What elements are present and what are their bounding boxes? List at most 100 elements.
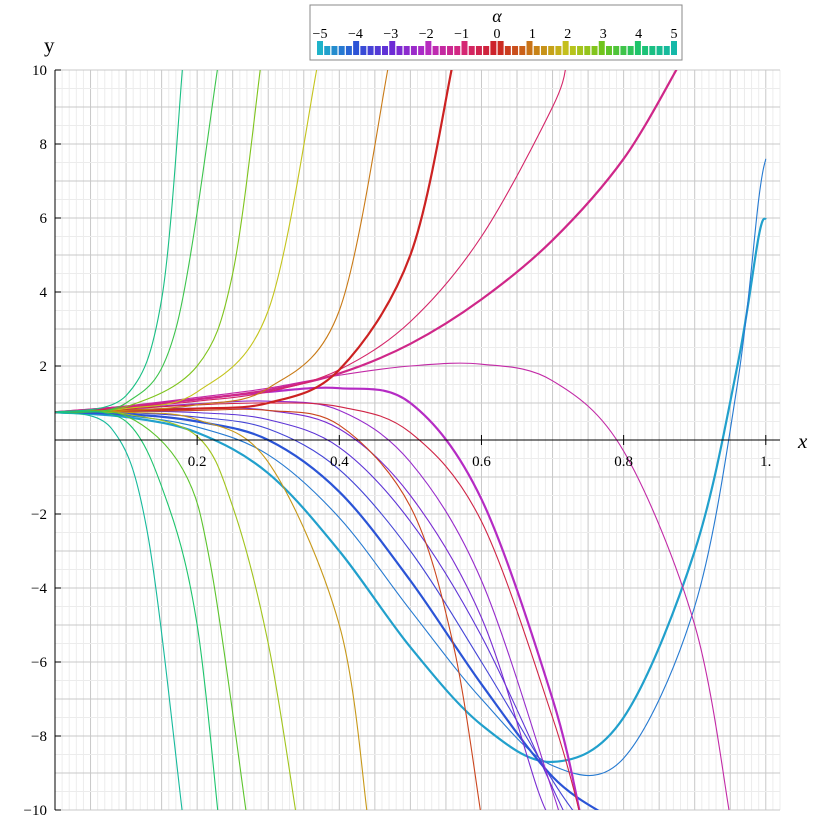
x-axis-label: x — [797, 429, 808, 453]
x-tick-label: 1. — [760, 454, 771, 470]
color-legend: α −5 −4 −3 −2 −1 0 1 2 3 4 5 — [309, 4, 683, 61]
legend-tick-label: 3 — [600, 27, 607, 42]
y-tick-label: −10 — [24, 803, 47, 819]
legend-swatch — [396, 46, 403, 55]
series-line — [55, 411, 219, 810]
series-group — [55, 70, 767, 810]
legend-swatch — [324, 46, 331, 55]
legend-swatch — [649, 46, 656, 55]
legend-swatch — [374, 46, 381, 55]
series-line — [55, 158, 767, 777]
legend-tick-label: 4 — [635, 27, 642, 42]
axes: 0.2 0.4 0.6 0.8 1. 10 8 6 4 2 −2 −4 −6 −8 −10 — [24, 63, 780, 819]
y-tick-label: −4 — [31, 581, 47, 597]
legend-swatch — [627, 46, 634, 55]
legend-swatch — [605, 46, 612, 55]
legend-tick-label: −2 — [419, 27, 434, 42]
legend-swatch — [569, 46, 576, 55]
legend-swatch — [577, 46, 584, 55]
series-line — [55, 70, 261, 413]
legend-swatch — [671, 41, 677, 55]
series-line — [55, 70, 183, 413]
y-tick-label: 4 — [40, 285, 48, 301]
legend-swatch — [540, 46, 547, 55]
legend-swatch — [345, 46, 352, 55]
series-line — [55, 70, 218, 413]
y-tick-label: 2 — [40, 359, 48, 375]
y-tick-label: −8 — [31, 729, 47, 745]
legend-tick-label: 0 — [494, 27, 501, 42]
legend-swatch — [447, 46, 454, 55]
series-line — [55, 70, 389, 413]
legend-swatch — [410, 46, 417, 55]
series-line — [55, 400, 560, 810]
legend-tick-label: 2 — [564, 27, 571, 42]
legend-swatch — [360, 46, 367, 55]
legend-swatch — [620, 46, 627, 55]
series-line — [55, 70, 566, 413]
legend-swatch — [663, 46, 670, 55]
y-tick-label: 10 — [32, 63, 47, 79]
legend-swatch — [490, 41, 497, 55]
legend-swatch — [584, 46, 591, 55]
legend-tick-label: −3 — [383, 27, 398, 42]
legend-tick-label: −1 — [454, 27, 469, 42]
legend-swatch — [497, 41, 504, 55]
legend-swatches — [317, 41, 677, 55]
series-line — [55, 411, 183, 810]
legend-swatch — [555, 46, 562, 55]
legend-swatch — [591, 46, 598, 55]
legend-swatch — [519, 46, 526, 55]
legend-swatch — [483, 46, 490, 55]
legend-swatch — [425, 41, 432, 55]
x-tick-label: 0.4 — [330, 454, 349, 470]
legend-swatch — [504, 46, 511, 55]
series-line — [55, 362, 730, 810]
x-tick-label: 0.2 — [188, 454, 207, 470]
legend-swatch — [461, 41, 468, 55]
series-line — [55, 410, 247, 810]
series-line — [55, 411, 297, 810]
legend-swatch — [642, 46, 649, 55]
series-line — [55, 411, 574, 810]
legend-swatch — [367, 46, 374, 55]
legend-tick-label: −5 — [313, 27, 328, 42]
legend-swatch — [526, 41, 533, 55]
legend-swatch — [548, 46, 555, 55]
x-tick-label: 0.6 — [472, 454, 491, 470]
series-line — [55, 411, 368, 810]
legend-swatch — [439, 46, 446, 55]
legend-swatch — [382, 46, 389, 55]
series-line — [55, 411, 600, 810]
legend-swatch — [418, 46, 425, 55]
y-axis-label: y — [44, 33, 55, 57]
series-line — [55, 408, 481, 810]
series-curves — [55, 70, 767, 810]
legend-swatch — [454, 46, 461, 55]
legend-swatch — [468, 46, 475, 55]
y-tick-label: 8 — [40, 137, 48, 153]
legend-swatch — [533, 46, 540, 55]
legend-swatch — [338, 46, 345, 55]
series-line — [55, 70, 678, 414]
legend-swatch — [613, 46, 620, 55]
y-tick-label: 6 — [40, 211, 48, 227]
legend-swatch — [512, 46, 519, 55]
legend-swatch — [353, 41, 360, 55]
legend-tick-label: 5 — [671, 27, 678, 42]
legend-swatch — [656, 46, 663, 55]
legend-tick-label: −4 — [348, 27, 363, 42]
legend-swatch — [598, 41, 605, 55]
legend-swatch — [634, 41, 641, 55]
x-tick-label: 0.8 — [614, 454, 633, 470]
legend-title: α — [492, 6, 502, 26]
legend-swatch — [432, 46, 439, 55]
series-line — [55, 70, 318, 413]
legend-swatch — [562, 41, 569, 55]
y-tick-label: −2 — [31, 507, 47, 523]
legend-swatch — [403, 46, 410, 55]
legend-swatch — [331, 46, 338, 55]
y-tick-label: −6 — [31, 655, 47, 671]
legend-swatch — [475, 46, 482, 55]
